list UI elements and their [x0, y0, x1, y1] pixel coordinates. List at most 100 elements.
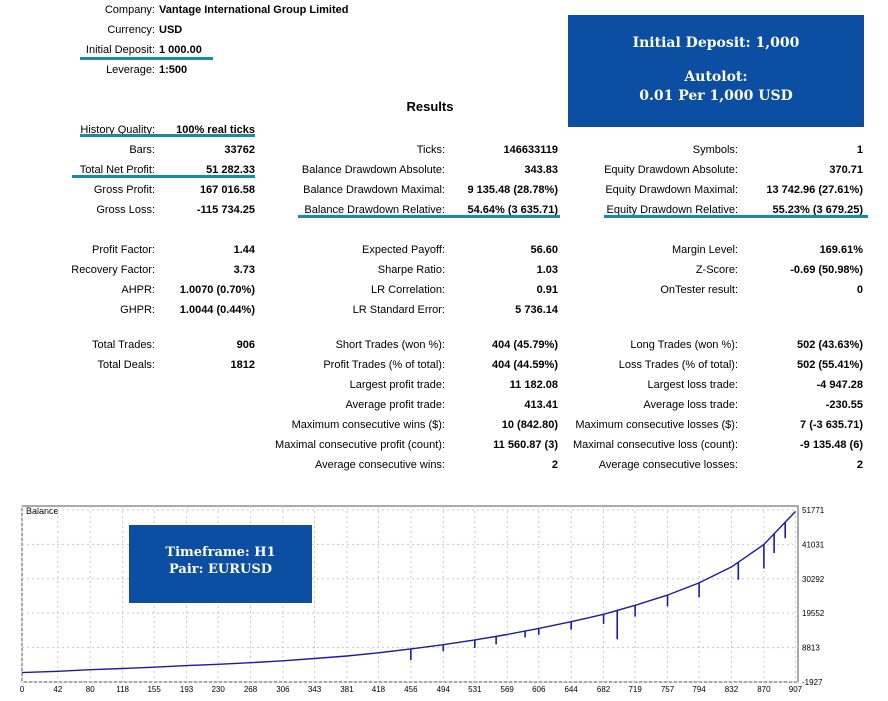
col2-label: LR Correlation: — [371, 284, 445, 296]
col3-value: 1 — [856, 144, 863, 156]
x-tick-label: 42 — [53, 685, 62, 694]
col3-value: 7 (-3 635.71) — [800, 419, 863, 431]
col3-value: -230.55 — [825, 399, 863, 411]
x-tick-label: 832 — [725, 685, 739, 694]
col3-label: OnTester result: — [660, 284, 738, 296]
col1-value: 51 282.33 — [206, 164, 255, 176]
col2-value: 343.83 — [524, 164, 558, 176]
x-tick-label: 418 — [372, 685, 386, 694]
y-tick-label: 19552 — [802, 609, 825, 618]
col3-value: 55.23% (3 679.25) — [772, 204, 863, 216]
y-tick-label: 41031 — [802, 540, 825, 549]
col1-value: 1.44 — [233, 244, 255, 256]
col3-label: Equity Drawdown Relative: — [606, 204, 738, 216]
banner-line2: Autolot: — [684, 69, 748, 85]
x-tick-label: 268 — [244, 685, 258, 694]
col1-value: 1.0044 (0.44%) — [179, 304, 255, 316]
results-title: Results — [406, 99, 454, 114]
x-tick-label: 343 — [308, 685, 322, 694]
pair-line: Pair: EURUSD — [168, 562, 272, 577]
col3-label: Equity Drawdown Maximal: — [605, 184, 738, 196]
col2-value: 404 (44.59%) — [491, 359, 558, 371]
col3-value: -9 135.48 (6) — [800, 439, 863, 451]
col2-value: 0.91 — [536, 284, 558, 296]
company-label: Company: — [104, 4, 155, 16]
col2-label: Expected Payoff: — [362, 244, 445, 256]
col1-label: Recovery Factor: — [71, 264, 155, 276]
x-tick-label: 757 — [661, 685, 675, 694]
col3-label: Margin Level: — [671, 244, 738, 256]
x-tick-label: 531 — [468, 685, 482, 694]
equity-drawdown-relative-underline — [604, 215, 868, 218]
col3-value: 502 (43.63%) — [796, 339, 863, 351]
x-tick-label: 381 — [340, 685, 354, 694]
deposit-banner: Initial Deposit: 1,000 Autolot: 0.01 Per… — [568, 15, 864, 127]
col1-label: Total Trades: — [92, 339, 155, 351]
col3-label: Long Trades (won %): — [630, 339, 738, 351]
col3-label: Largest loss trade: — [647, 379, 739, 391]
col1-label: Profit Factor: — [92, 244, 155, 256]
col1-value: 1.0070 (0.70%) — [179, 284, 255, 296]
col2-label: Average consecutive wins: — [314, 459, 445, 471]
x-tick-label: 870 — [757, 685, 771, 694]
col1-label: Bars: — [129, 144, 155, 156]
col2-value: 54.64% (3 635.71) — [467, 204, 558, 216]
col2-label: LR Standard Error: — [352, 304, 445, 316]
net-profit-underline — [72, 175, 255, 178]
col3-value: 370.71 — [829, 164, 863, 176]
col1-value: 100% real ticks — [176, 124, 255, 136]
col2-label: Maximum consecutive wins ($): — [291, 419, 445, 431]
leverage-label: Leverage: — [106, 64, 155, 76]
col3-label: Symbols: — [692, 144, 738, 156]
x-tick-label: 193 — [180, 685, 194, 694]
col3-value: -4 947.28 — [816, 379, 863, 391]
x-tick-label: 794 — [692, 685, 706, 694]
col2-label: Balance Drawdown Relative: — [304, 204, 445, 216]
col3-label: Loss Trades (% of total): — [618, 359, 738, 371]
col3-value: 502 (55.41%) — [796, 359, 863, 371]
col3-label: Z-Score: — [695, 264, 738, 276]
col3-value: 0 — [856, 284, 863, 296]
col3-value: -0.69 (50.98%) — [790, 264, 863, 276]
col1-value: -115 734.25 — [196, 204, 255, 216]
col2-value: 1.03 — [536, 264, 558, 276]
col1-label: GHPR: — [120, 304, 155, 316]
col2-label: Sharpe Ratio: — [377, 264, 445, 276]
leverage-value: 1:500 — [159, 64, 188, 76]
col3-label: Maximal consecutive loss (count): — [572, 439, 738, 451]
company-value: Vantage International Group Limited — [159, 4, 349, 16]
col2-label: Short Trades (won %): — [335, 339, 445, 351]
x-tick-label: 569 — [501, 685, 515, 694]
col3-label: Maximum consecutive losses ($): — [575, 419, 738, 431]
x-tick-label: 456 — [404, 685, 418, 694]
timeframe-line: Timeframe: H1 — [165, 545, 276, 560]
x-tick-label: 644 — [564, 685, 578, 694]
y-tick-label: 8813 — [802, 644, 820, 653]
col2-value: 2 — [551, 459, 558, 471]
col2-value: 11 560.87 (3) — [493, 439, 558, 451]
x-tick-label: 494 — [437, 685, 451, 694]
x-tick-label: 606 — [532, 685, 546, 694]
col1-value: 906 — [236, 339, 255, 351]
y-tick-label: -1927 — [802, 678, 823, 687]
col2-label: Profit Trades (% of total): — [323, 359, 445, 371]
timeframe-banner: Timeframe: H1 Pair: EURUSD — [129, 525, 312, 603]
col1-label: Total Net Profit: — [79, 164, 155, 176]
banner-line3: 0.01 Per 1,000 USD — [639, 88, 793, 104]
col1-label: Gross Loss: — [96, 204, 155, 216]
col2-label: Balance Drawdown Absolute: — [301, 164, 445, 176]
deposit-underline — [80, 57, 213, 60]
x-tick-label: 907 — [789, 685, 803, 694]
x-tick-label: 230 — [211, 685, 225, 694]
col1-value: 167 016.58 — [199, 184, 255, 196]
col2-label: Maximal consecutive profit (count): — [275, 439, 445, 451]
col3-label: Average loss trade: — [643, 399, 738, 411]
chart-title: Balance — [26, 506, 59, 516]
x-tick-label: 155 — [147, 685, 161, 694]
col2-value: 11 182.08 — [509, 379, 558, 391]
col1-label: Gross Profit: — [93, 184, 155, 196]
x-tick-label: 719 — [628, 685, 642, 694]
col2-label: Average profit trade: — [345, 399, 445, 411]
col1-value: 33762 — [224, 144, 255, 156]
col2-value: 5 736.14 — [515, 304, 558, 316]
